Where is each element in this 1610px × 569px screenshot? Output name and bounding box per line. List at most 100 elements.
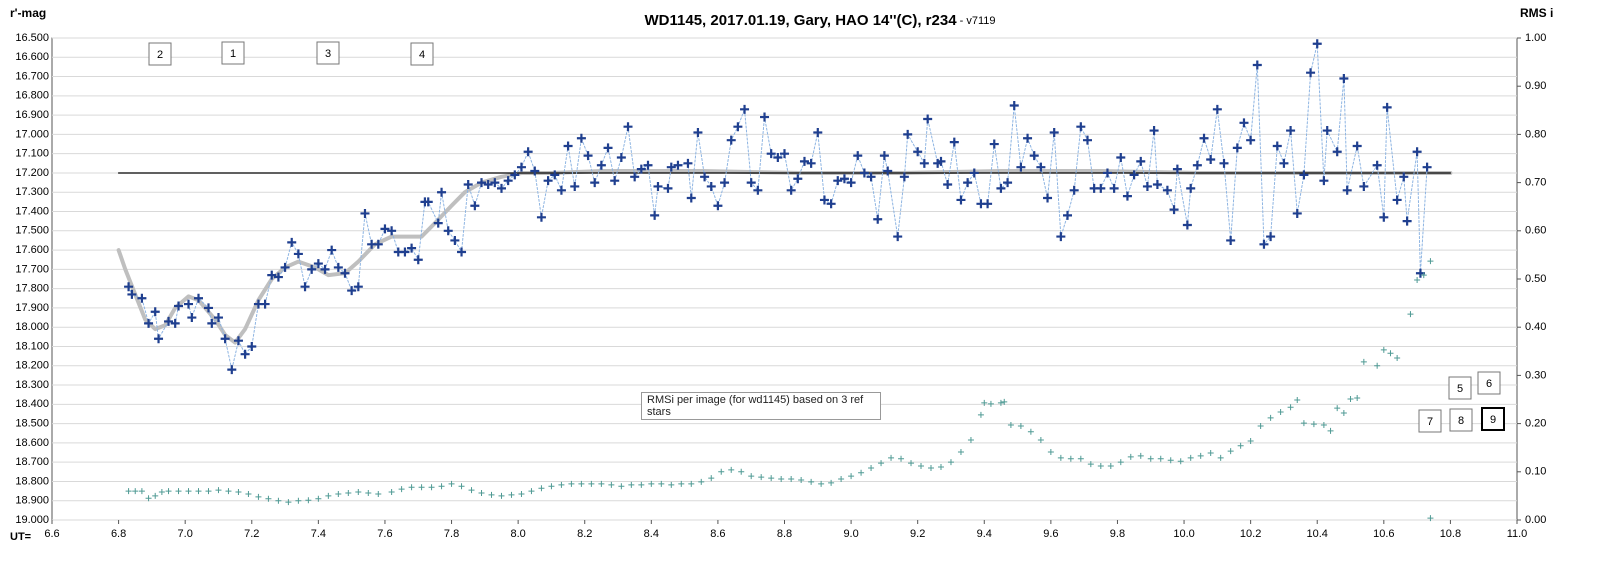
data-point	[205, 488, 212, 495]
annotation-label: 3	[325, 48, 331, 60]
y-tick-label: 18.900	[15, 495, 49, 507]
data-point	[808, 478, 815, 485]
data-point	[355, 489, 362, 496]
y2-tick-label: 0.70	[1525, 177, 1546, 189]
data-point	[490, 178, 500, 188]
data-point	[1137, 452, 1144, 459]
subtitle: - v7119	[957, 15, 996, 27]
data-point	[478, 490, 485, 497]
data-point	[340, 268, 350, 278]
data-point	[543, 176, 553, 186]
annotation-label: 5	[1457, 383, 1463, 395]
data-point	[215, 487, 222, 494]
data-point	[848, 473, 855, 480]
data-point	[1087, 461, 1094, 468]
data-point	[688, 480, 695, 487]
data-point	[285, 499, 292, 506]
x-tick-label: 7.2	[244, 528, 259, 540]
y-tick-label: 18.200	[15, 360, 49, 372]
data-point	[937, 463, 944, 470]
y-tick-label: 17.400	[15, 205, 49, 217]
data-point	[1182, 220, 1192, 230]
data-point	[1063, 210, 1073, 220]
y-tick-label: 18.600	[15, 437, 49, 449]
data-point	[144, 318, 154, 328]
data-point	[1217, 454, 1224, 461]
data-point	[913, 147, 923, 157]
data-point	[280, 262, 290, 272]
data-point	[295, 497, 302, 504]
data-point	[1107, 463, 1114, 470]
annotation-box	[316, 41, 340, 65]
data-point	[1339, 73, 1349, 83]
data-point	[989, 139, 999, 149]
data-point	[596, 160, 606, 170]
data-point	[1427, 515, 1434, 522]
data-point	[883, 166, 893, 176]
data-point	[1340, 409, 1347, 416]
data-point	[287, 237, 297, 247]
data-point	[967, 436, 974, 443]
data-point	[1096, 183, 1106, 193]
data-point	[360, 208, 370, 218]
data-point	[1226, 235, 1236, 245]
annotation-label: 1	[230, 48, 236, 60]
data-point	[380, 224, 390, 234]
data-point	[826, 199, 836, 209]
data-point	[260, 299, 270, 309]
data-point	[740, 104, 750, 114]
data-point	[1414, 276, 1421, 283]
data-point	[1347, 396, 1354, 403]
data-point	[598, 480, 605, 487]
data-point	[1252, 60, 1262, 70]
data-point	[981, 399, 988, 406]
data-point	[1187, 454, 1194, 461]
data-point	[345, 490, 352, 497]
data-point	[987, 400, 994, 407]
data-point	[700, 172, 710, 182]
data-point	[1177, 458, 1184, 465]
data-point	[145, 495, 152, 502]
data-point	[943, 180, 953, 190]
data-point	[1167, 457, 1174, 464]
data-point	[726, 135, 736, 145]
data-point	[194, 293, 203, 303]
y-tick-label: 18.800	[15, 475, 49, 487]
data-point	[1380, 346, 1387, 353]
data-point	[799, 156, 809, 166]
data-point	[335, 490, 342, 497]
data-point	[1310, 421, 1317, 428]
data-point	[558, 481, 565, 488]
data-point	[227, 365, 237, 375]
data-point	[923, 114, 933, 124]
y-tick-label: 18.100	[15, 340, 49, 352]
data-point	[220, 334, 230, 344]
data-point	[1267, 414, 1274, 421]
annotation-note: RMSi per image (for wd1145) based on 3 r…	[641, 392, 881, 420]
y2-axis-label: RMS i	[1520, 6, 1553, 20]
data-point	[610, 176, 620, 186]
data-point	[450, 235, 460, 245]
data-point	[458, 483, 465, 490]
data-point	[275, 497, 282, 504]
series-line	[116, 169, 1453, 345]
data-point	[678, 480, 685, 487]
data-point	[1427, 258, 1434, 265]
data-point	[1149, 126, 1159, 136]
data-point	[878, 460, 885, 467]
data-point	[780, 149, 789, 159]
data-point	[1342, 185, 1352, 195]
data-point	[1009, 100, 1019, 110]
data-point	[523, 147, 533, 157]
data-point	[433, 218, 443, 228]
data-point	[353, 282, 363, 292]
data-point	[636, 164, 646, 174]
y-tick-label: 18.300	[15, 379, 49, 391]
x-tick-label: 8.4	[644, 528, 659, 540]
data-point	[666, 162, 676, 172]
data-point	[1142, 181, 1152, 191]
y-tick-label: 16.800	[15, 90, 49, 102]
data-point	[1136, 156, 1146, 166]
data-point	[154, 334, 164, 344]
data-point	[428, 484, 435, 491]
